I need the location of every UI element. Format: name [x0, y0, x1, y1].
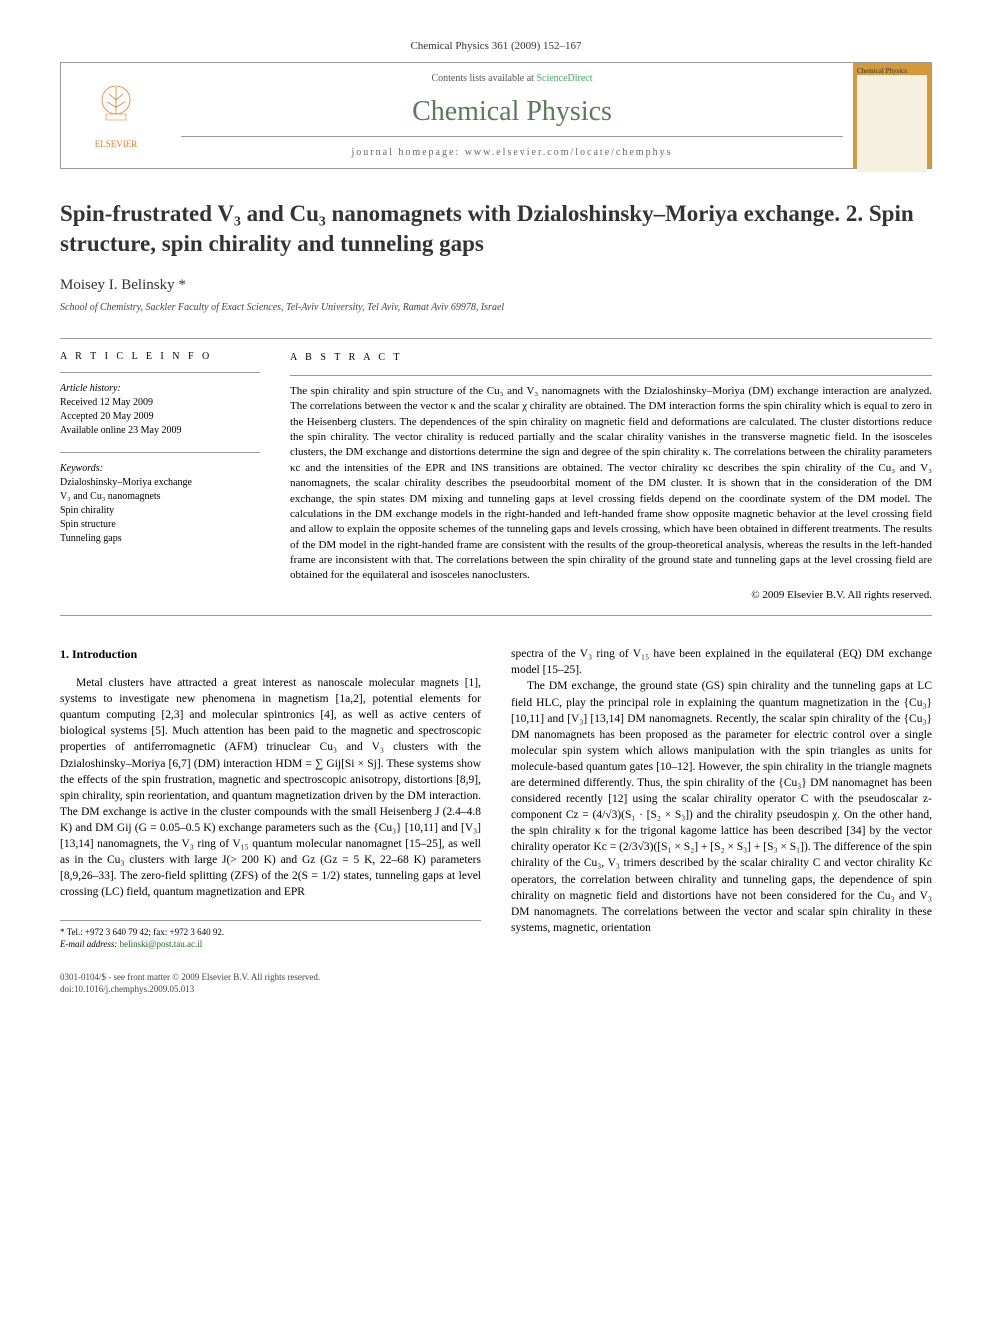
footnote-email-label: E-mail address: — [60, 939, 117, 949]
online-date: Available online 23 May 2009 — [60, 424, 260, 438]
contents-line: Contents lists available at ScienceDirec… — [181, 73, 843, 84]
page-footer: 0301-0104/$ - see front matter © 2009 El… — [60, 971, 481, 996]
accepted-date: Accepted 20 May 2009 — [60, 410, 260, 424]
body-columns: 1. Introduction Metal clusters have attr… — [60, 646, 932, 996]
abstract-column: A B S T R A C T The spin chirality and s… — [290, 339, 932, 615]
info-abstract-row: A R T I C L E I N F O Article history: R… — [60, 338, 932, 616]
journal-title: Chemical Physics — [181, 96, 843, 128]
keyword-1: Dzialoshinsky–Moriya exchange — [60, 476, 260, 490]
article-history-heading: Article history: — [60, 383, 260, 394]
contents-text: Contents lists available at — [431, 73, 536, 84]
footnote-email-link[interactable]: belinski@post.tau.ac.il — [120, 939, 203, 949]
keyword-5: Tunneling gaps — [60, 532, 260, 546]
publisher-logo-cell: ELSEVIER — [61, 63, 171, 168]
body-paragraph-1: Metal clusters have attracted a great in… — [60, 675, 481, 900]
author-name: Moisey I. Belinsky * — [60, 277, 932, 294]
corresponding-author-footnote: * Tel.: +972 3 640 79 42; fax: +972 3 64… — [60, 920, 481, 950]
abstract-text: The spin chirality and spin structure of… — [290, 384, 932, 584]
body-paragraph-2: spectra of the V₃ ring of V₁₅ have been … — [511, 646, 932, 678]
header-center: Contents lists available at ScienceDirec… — [171, 63, 853, 168]
keyword-4: Spin structure — [60, 518, 260, 532]
keyword-2: V₃ and Cu₃ nanomagnets — [60, 490, 260, 504]
body-paragraph-3: The DM exchange, the ground state (GS) s… — [511, 678, 932, 936]
header-box: ELSEVIER Contents lists available at Sci… — [60, 62, 932, 169]
abstract-copyright: © 2009 Elsevier B.V. All rights reserved… — [290, 588, 932, 603]
article-info-column: A R T I C L E I N F O Article history: R… — [60, 339, 260, 615]
elsevier-logo: ELSEVIER — [91, 82, 141, 149]
cover-label: Chemical Physics — [857, 67, 927, 75]
journal-cover-thumbnail: Chemical Physics — [853, 63, 931, 168]
journal-homepage[interactable]: journal homepage: www.elsevier.com/locat… — [181, 147, 843, 158]
abstract-heading: A B S T R A C T — [290, 351, 932, 365]
journal-reference: Chemical Physics 361 (2009) 152–167 — [60, 40, 932, 52]
body-column-left: 1. Introduction Metal clusters have attr… — [60, 646, 481, 996]
section-1-heading: 1. Introduction — [60, 646, 481, 663]
footer-copyright: 0301-0104/$ - see front matter © 2009 El… — [60, 971, 481, 984]
header-divider — [181, 136, 843, 137]
keywords-heading: Keywords: — [60, 463, 260, 474]
article-info-heading: A R T I C L E I N F O — [60, 351, 260, 362]
publisher-name: ELSEVIER — [91, 139, 141, 149]
elsevier-tree-icon — [91, 82, 141, 137]
page-container: Chemical Physics 361 (2009) 152–167 ELSE… — [0, 0, 992, 1036]
sciencedirect-link[interactable]: ScienceDirect — [536, 73, 592, 84]
keyword-3: Spin chirality — [60, 504, 260, 518]
footnote-tel: * Tel.: +972 3 640 79 42; fax: +972 3 64… — [60, 927, 481, 939]
author-affiliation: School of Chemistry, Sackler Faculty of … — [60, 302, 932, 313]
footer-doi: doi:10.1016/j.chemphys.2009.05.013 — [60, 983, 481, 996]
body-column-right: spectra of the V₃ ring of V₁₅ have been … — [511, 646, 932, 996]
received-date: Received 12 May 2009 — [60, 396, 260, 410]
article-title: Spin-frustrated V₃ and Cu₃ nanomagnets w… — [60, 199, 932, 259]
